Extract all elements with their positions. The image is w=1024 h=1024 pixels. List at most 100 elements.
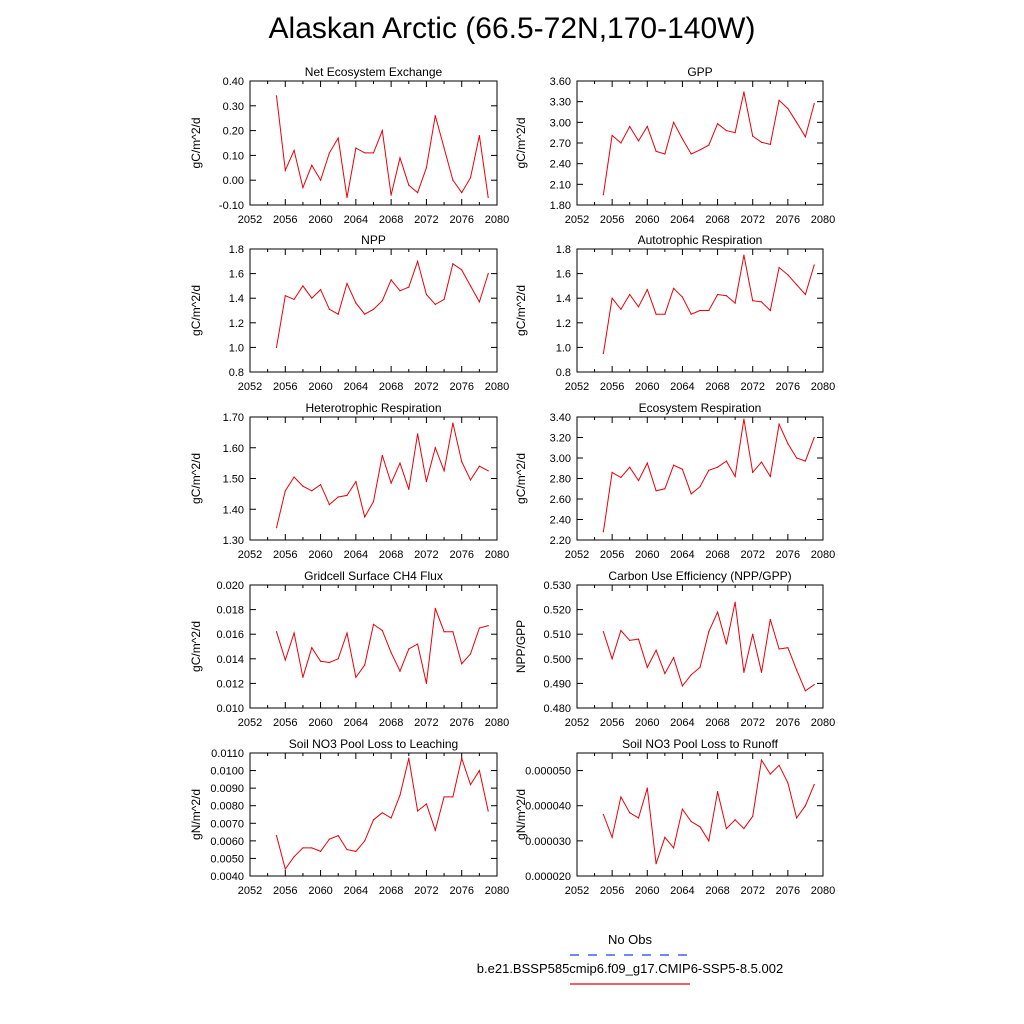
x-tick-label: 2068 xyxy=(379,381,403,393)
y-tick-label: 1.8 xyxy=(229,244,244,256)
data-point xyxy=(275,95,278,97)
data-point xyxy=(611,134,613,137)
x-tick-label: 2064 xyxy=(344,717,368,729)
data-point xyxy=(637,306,640,308)
y-tick-label: 2.60 xyxy=(550,494,571,506)
y-tick-label: 0.00 xyxy=(223,175,244,187)
data-point xyxy=(434,303,436,305)
data-point xyxy=(734,819,736,821)
y-axis-label: NPP/GPP xyxy=(514,620,528,673)
data-point xyxy=(381,300,383,302)
x-tick-label: 2076 xyxy=(449,214,473,226)
y-tick-label: 2.70 xyxy=(550,138,571,150)
data-point xyxy=(813,436,815,439)
data-point xyxy=(752,815,754,817)
x-tick-label: 2056 xyxy=(273,717,297,729)
y-tick-label: 2.40 xyxy=(550,159,571,171)
data-point xyxy=(355,147,357,149)
data-point xyxy=(637,817,640,819)
series-line xyxy=(276,756,489,871)
data-point xyxy=(346,282,348,285)
data-point xyxy=(787,443,789,445)
y-tick-label: -0.10 xyxy=(219,200,244,212)
x-tick-label: 2064 xyxy=(344,885,368,897)
data-point xyxy=(734,475,736,478)
data-point xyxy=(787,782,789,784)
data-point xyxy=(355,480,357,483)
data-point xyxy=(629,812,631,814)
chart-panel: Soil NO3 Pool Loss to Runoff 2052 2056 2060… xyxy=(514,737,835,897)
data-point xyxy=(337,658,339,660)
data-point xyxy=(461,460,463,463)
data-point xyxy=(337,313,339,315)
data-point xyxy=(743,827,745,830)
x-tick-label: 2080 xyxy=(811,885,835,897)
data-point xyxy=(469,177,472,179)
data-point xyxy=(664,836,666,838)
data-point xyxy=(443,298,445,301)
data-point xyxy=(346,494,348,497)
y-tick-label: 0.000020 xyxy=(525,871,571,883)
data-point xyxy=(743,671,745,673)
y-tick-label: 0.20 xyxy=(223,126,244,138)
data-point xyxy=(452,179,454,181)
data-point xyxy=(302,847,304,849)
data-point xyxy=(381,130,383,132)
data-point xyxy=(778,423,780,425)
data-point xyxy=(813,264,815,266)
y-tick-label: 1.60 xyxy=(223,443,244,455)
x-tick-label: 2068 xyxy=(379,549,403,561)
data-point xyxy=(364,516,366,518)
data-point xyxy=(804,460,807,462)
y-tick-label: 0.0050 xyxy=(210,853,244,865)
x-tick-label: 2068 xyxy=(379,214,403,226)
data-point xyxy=(487,470,489,472)
x-tick-label: 2056 xyxy=(273,381,297,393)
data-point xyxy=(620,308,622,310)
x-tick-label: 2064 xyxy=(670,717,694,729)
data-point xyxy=(620,142,622,144)
data-point xyxy=(319,484,322,486)
y-tick-label: 3.60 xyxy=(550,76,571,88)
plot-frame xyxy=(249,80,498,206)
data-point xyxy=(813,784,815,786)
x-tick-label: 2064 xyxy=(344,381,368,393)
y-tick-label: 2.80 xyxy=(550,474,571,486)
y-tick-label: 0.000040 xyxy=(525,801,571,813)
data-point xyxy=(275,527,278,529)
data-point xyxy=(364,152,366,154)
y-tick-label: 0.8 xyxy=(229,367,244,379)
y-tick-label: 2.40 xyxy=(550,515,571,527)
data-point xyxy=(478,627,480,629)
y-tick-label: 0.0060 xyxy=(210,836,244,848)
y-tick-label: 0.0080 xyxy=(210,801,244,813)
data-point xyxy=(629,125,631,128)
series-line xyxy=(276,422,489,528)
x-tick-label: 2060 xyxy=(308,717,332,729)
data-point xyxy=(602,194,604,196)
data-point xyxy=(734,601,736,603)
data-point xyxy=(699,309,701,312)
data-point xyxy=(716,611,719,613)
data-point xyxy=(408,184,410,186)
data-point xyxy=(611,836,613,838)
panel-title: Heterotrophic Respiration xyxy=(305,401,441,415)
data-point xyxy=(319,179,322,181)
data-point xyxy=(478,465,480,467)
data-point xyxy=(796,457,798,459)
data-point xyxy=(390,817,392,819)
y-tick-label: 0.510 xyxy=(543,629,571,641)
data-point xyxy=(681,468,684,470)
data-point xyxy=(346,849,348,851)
panel-title: Net Ecosystem Exchange xyxy=(305,65,443,79)
x-tick-label: 2060 xyxy=(308,214,332,226)
data-point xyxy=(813,684,815,686)
data-point xyxy=(293,856,295,858)
y-tick-label: 1.4 xyxy=(229,293,244,305)
x-tick-label: 2064 xyxy=(344,214,368,226)
x-tick-label: 2072 xyxy=(414,381,438,393)
y-tick-label: 0.30 xyxy=(223,101,244,113)
data-point xyxy=(425,480,428,483)
x-tick-label: 2076 xyxy=(449,381,473,393)
